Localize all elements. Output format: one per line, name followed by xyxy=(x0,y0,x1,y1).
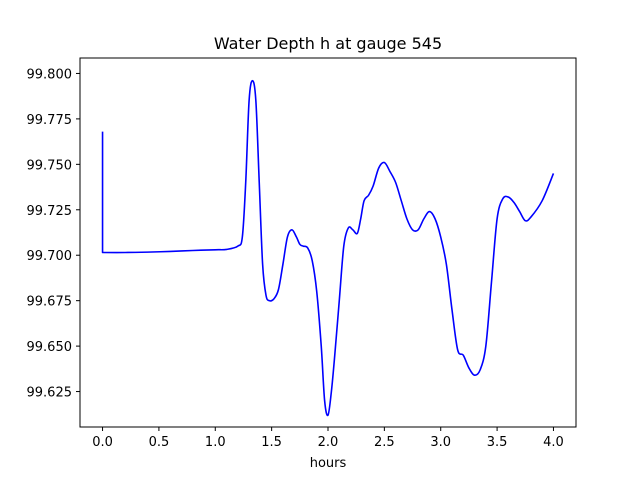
y-tick-label: 99.675 xyxy=(27,295,73,310)
x-tick-label: 4.0 xyxy=(543,435,564,450)
chart-title: Water Depth h at gauge 545 xyxy=(214,34,442,53)
y-tick-label: 99.650 xyxy=(27,340,73,355)
x-axis-label: hours xyxy=(310,456,347,471)
y-tick-label: 99.625 xyxy=(27,386,73,401)
x-tick-label: 1.5 xyxy=(261,435,282,450)
x-tick-label: 3.0 xyxy=(430,435,451,450)
x-tick-label: 1.0 xyxy=(205,435,226,450)
x-tick-label: 3.5 xyxy=(487,435,508,450)
x-tick-label: 0.5 xyxy=(149,435,170,450)
y-tick-label: 99.750 xyxy=(27,158,73,173)
y-tick-label: 99.775 xyxy=(27,113,73,128)
x-tick-label: 2.5 xyxy=(374,435,395,450)
x-tick-label: 0.0 xyxy=(92,435,113,450)
x-axis: 0.0 0.5 1.0 1.5 2.0 2.5 3.0 3.5 4.0 xyxy=(92,427,564,450)
plot-area xyxy=(79,57,577,428)
y-tick-label: 99.700 xyxy=(27,249,73,264)
y-tick-label: 99.725 xyxy=(27,204,73,219)
series-line-0 xyxy=(101,79,555,417)
plot-background xyxy=(80,58,576,427)
series-layer xyxy=(101,79,555,417)
y-axis: 99.625 99.650 99.675 99.700 99.725 99.750 99.7… xyxy=(27,67,80,401)
x-tick-label: 2.0 xyxy=(318,435,339,450)
y-tick-label: 99.800 xyxy=(27,67,73,82)
